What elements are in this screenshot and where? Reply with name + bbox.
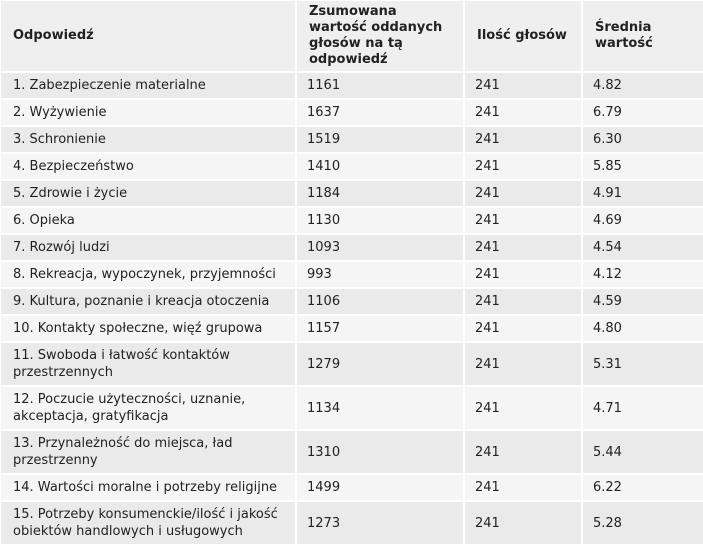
header-sum-of-votes: Zsumowana wartość oddanych głosów na tą … bbox=[297, 1, 463, 71]
header-answer: Odpowiedź bbox=[1, 1, 295, 71]
sum-cell: 1310 bbox=[297, 431, 463, 473]
header-average-value: Średnia wartość bbox=[583, 1, 703, 71]
average-cell: 6.22 bbox=[583, 475, 703, 500]
average-cell: 4.80 bbox=[583, 316, 703, 341]
table-header: Odpowiedź Zsumowana wartość oddanych gło… bbox=[1, 1, 703, 71]
average-cell: 4.71 bbox=[583, 387, 703, 429]
average-cell: 4.82 bbox=[583, 73, 703, 98]
table-body: 1. Zabezpieczenie materialne 1161 241 4.… bbox=[1, 73, 703, 544]
average-cell: 6.30 bbox=[583, 127, 703, 152]
answer-cell: 15. Potrzeby konsumenckie/ilość i jakość… bbox=[1, 502, 295, 544]
table-row: 14. Wartości moralne i potrzeby religijn… bbox=[1, 475, 703, 500]
table-row: 8. Rekreacja, wypoczynek, przyjemności 9… bbox=[1, 262, 703, 287]
count-cell: 241 bbox=[465, 431, 581, 473]
answer-cell: 8. Rekreacja, wypoczynek, przyjemności bbox=[1, 262, 295, 287]
answer-cell: 4. Bezpieczeństwo bbox=[1, 154, 295, 179]
average-cell: 4.69 bbox=[583, 208, 703, 233]
average-cell: 5.44 bbox=[583, 431, 703, 473]
count-cell: 241 bbox=[465, 235, 581, 260]
sum-cell: 1499 bbox=[297, 475, 463, 500]
count-cell: 241 bbox=[465, 475, 581, 500]
header-vote-count: Ilość głosów bbox=[465, 1, 581, 71]
average-cell: 5.28 bbox=[583, 502, 703, 544]
answer-cell: 2. Wyżywienie bbox=[1, 100, 295, 125]
average-cell: 5.31 bbox=[583, 343, 703, 385]
answer-cell: 9. Kultura, poznanie i kreacja otoczenia bbox=[1, 289, 295, 314]
average-cell: 6.79 bbox=[583, 100, 703, 125]
answer-cell: 13. Przynależność do miejsca, ład przest… bbox=[1, 431, 295, 473]
sum-cell: 1106 bbox=[297, 289, 463, 314]
count-cell: 241 bbox=[465, 208, 581, 233]
answer-cell: 7. Rozwój ludzi bbox=[1, 235, 295, 260]
count-cell: 241 bbox=[465, 262, 581, 287]
answer-cell: 5. Zdrowie i życie bbox=[1, 181, 295, 206]
average-cell: 4.54 bbox=[583, 235, 703, 260]
table-row: 3. Schronienie 1519 241 6.30 bbox=[1, 127, 703, 152]
sum-cell: 993 bbox=[297, 262, 463, 287]
count-cell: 241 bbox=[465, 100, 581, 125]
count-cell: 241 bbox=[465, 73, 581, 98]
table-row: 15. Potrzeby konsumenckie/ilość i jakość… bbox=[1, 502, 703, 544]
answer-cell: 6. Opieka bbox=[1, 208, 295, 233]
table-row: 1. Zabezpieczenie materialne 1161 241 4.… bbox=[1, 73, 703, 98]
average-cell: 4.59 bbox=[583, 289, 703, 314]
sum-cell: 1410 bbox=[297, 154, 463, 179]
sum-cell: 1161 bbox=[297, 73, 463, 98]
answer-cell: 11. Swoboda i łatwość kontaktów przestrz… bbox=[1, 343, 295, 385]
sum-cell: 1157 bbox=[297, 316, 463, 341]
table-row: 4. Bezpieczeństwo 1410 241 5.85 bbox=[1, 154, 703, 179]
header-row: Odpowiedź Zsumowana wartość oddanych gło… bbox=[1, 1, 703, 71]
average-cell: 5.85 bbox=[583, 154, 703, 179]
average-cell: 4.91 bbox=[583, 181, 703, 206]
sum-cell: 1130 bbox=[297, 208, 463, 233]
count-cell: 241 bbox=[465, 154, 581, 179]
table-row: 12. Poczucie użyteczności, uznanie, akce… bbox=[1, 387, 703, 429]
sum-cell: 1519 bbox=[297, 127, 463, 152]
count-cell: 241 bbox=[465, 387, 581, 429]
table-row: 5. Zdrowie i życie 1184 241 4.91 bbox=[1, 181, 703, 206]
sum-cell: 1637 bbox=[297, 100, 463, 125]
answer-cell: 12. Poczucie użyteczności, uznanie, akce… bbox=[1, 387, 295, 429]
table-row: 6. Opieka 1130 241 4.69 bbox=[1, 208, 703, 233]
table-row: 9. Kultura, poznanie i kreacja otoczenia… bbox=[1, 289, 703, 314]
answer-cell: 10. Kontakty społeczne, więź grupowa bbox=[1, 316, 295, 341]
sum-cell: 1093 bbox=[297, 235, 463, 260]
sum-cell: 1134 bbox=[297, 387, 463, 429]
table-row: 10. Kontakty społeczne, więź grupowa 115… bbox=[1, 316, 703, 341]
table-row: 2. Wyżywienie 1637 241 6.79 bbox=[1, 100, 703, 125]
count-cell: 241 bbox=[465, 343, 581, 385]
sum-cell: 1184 bbox=[297, 181, 463, 206]
answer-cell: 14. Wartości moralne i potrzeby religijn… bbox=[1, 475, 295, 500]
average-cell: 4.12 bbox=[583, 262, 703, 287]
sum-cell: 1273 bbox=[297, 502, 463, 544]
count-cell: 241 bbox=[465, 127, 581, 152]
table-row: 13. Przynależność do miejsca, ład przest… bbox=[1, 431, 703, 473]
count-cell: 241 bbox=[465, 181, 581, 206]
table-row: 11. Swoboda i łatwość kontaktów przestrz… bbox=[1, 343, 703, 385]
answer-cell: 3. Schronienie bbox=[1, 127, 295, 152]
sum-cell: 1279 bbox=[297, 343, 463, 385]
count-cell: 241 bbox=[465, 502, 581, 544]
table-row: 7. Rozwój ludzi 1093 241 4.54 bbox=[1, 235, 703, 260]
answer-cell: 1. Zabezpieczenie materialne bbox=[1, 73, 295, 98]
count-cell: 241 bbox=[465, 316, 581, 341]
count-cell: 241 bbox=[465, 289, 581, 314]
